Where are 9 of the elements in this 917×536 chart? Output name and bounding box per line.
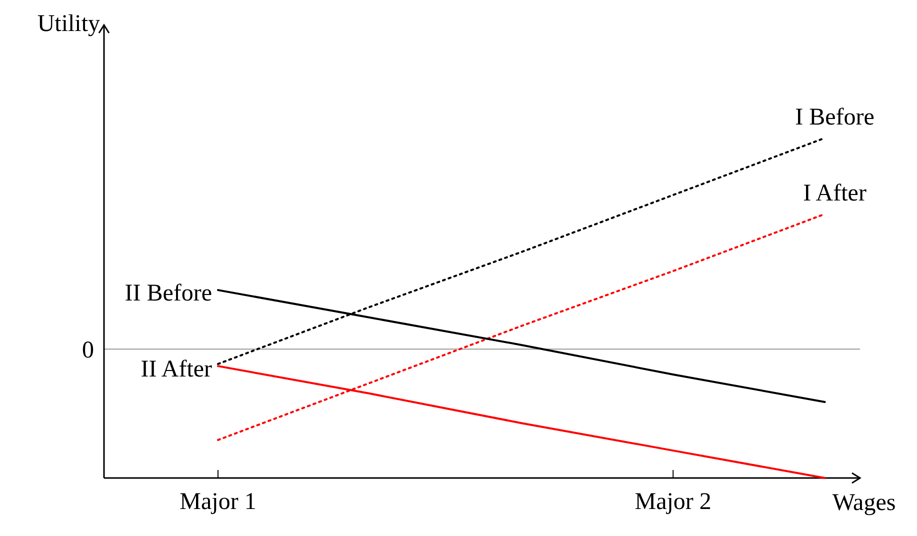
series-label: I After [803,180,866,206]
series-label: II After [140,356,212,382]
x-axis-title: Wages [832,490,896,516]
x-tick-label: Major 2 [634,489,712,516]
ref-line-label: 0 [82,338,94,364]
y-axis-title: Utility [37,11,100,37]
series-label: II Before [124,280,212,306]
x-tick-label: Major 1 [180,489,256,516]
series-label: I Before [795,104,874,130]
